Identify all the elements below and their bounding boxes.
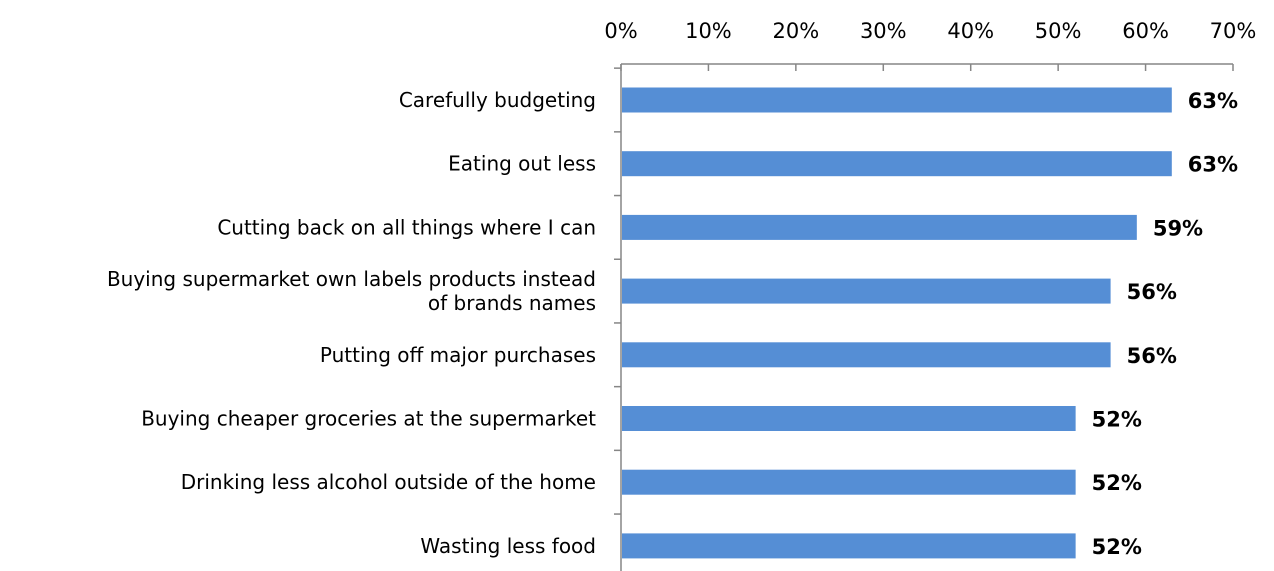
bar bbox=[622, 215, 1137, 240]
x-tick-label: 10% bbox=[685, 19, 732, 43]
bar bbox=[622, 342, 1111, 367]
category-label-line: Eating out less bbox=[448, 152, 596, 176]
x-tick-label: 60% bbox=[1122, 19, 1169, 43]
x-axis: 0% 10% 20% 30% 40% 50% 60% 70% bbox=[604, 19, 1256, 71]
x-tick-label: 40% bbox=[947, 19, 994, 43]
category-label-line: Buying supermarket own labels products i… bbox=[107, 267, 596, 291]
category-label-line: Wasting less food bbox=[420, 534, 596, 558]
category-label-line: Putting off major purchases bbox=[320, 343, 596, 367]
category-label-line: of brands names bbox=[428, 291, 596, 315]
y-axis bbox=[614, 64, 621, 571]
category-label: Eating out less bbox=[448, 152, 596, 176]
data-label: 52% bbox=[1092, 408, 1142, 432]
category-label: Buying cheaper groceries at the supermar… bbox=[141, 407, 596, 431]
data-label: 56% bbox=[1127, 344, 1177, 368]
data-label: 56% bbox=[1127, 280, 1177, 304]
category-label-line: Buying cheaper groceries at the supermar… bbox=[141, 407, 596, 431]
data-label: 59% bbox=[1153, 216, 1203, 240]
category-label: Wasting less food bbox=[420, 534, 596, 558]
category-label: Cutting back on all things where I can bbox=[217, 215, 596, 239]
bars bbox=[622, 88, 1172, 559]
bar bbox=[622, 151, 1172, 176]
x-tick-label: 30% bbox=[860, 19, 907, 43]
bar bbox=[622, 279, 1111, 304]
data-label: 52% bbox=[1092, 471, 1142, 495]
data-label: 63% bbox=[1188, 153, 1238, 177]
category-label-line: Carefully budgeting bbox=[399, 88, 596, 112]
category-label: Putting off major purchases bbox=[320, 343, 596, 367]
category-label: Carefully budgeting bbox=[399, 88, 596, 112]
data-label: 63% bbox=[1188, 89, 1238, 113]
bar bbox=[622, 470, 1076, 495]
x-tick-label: 70% bbox=[1210, 19, 1257, 43]
category-label-line: Cutting back on all things where I can bbox=[217, 215, 596, 239]
x-tick-label: 0% bbox=[604, 19, 637, 43]
category-labels: Carefully budgeting Eating out less Cuttin… bbox=[107, 88, 596, 558]
x-tick-label: 20% bbox=[773, 19, 820, 43]
category-label: Buying supermarket own labels products i… bbox=[107, 267, 596, 315]
category-label-line: Drinking less alcohol outside of the hom… bbox=[181, 470, 596, 494]
x-tick-label: 50% bbox=[1035, 19, 1082, 43]
category-label: Drinking less alcohol outside of the hom… bbox=[181, 470, 596, 494]
bar bbox=[622, 406, 1076, 431]
bar bbox=[622, 88, 1172, 113]
data-label: 52% bbox=[1092, 535, 1142, 559]
bar bbox=[622, 533, 1076, 558]
